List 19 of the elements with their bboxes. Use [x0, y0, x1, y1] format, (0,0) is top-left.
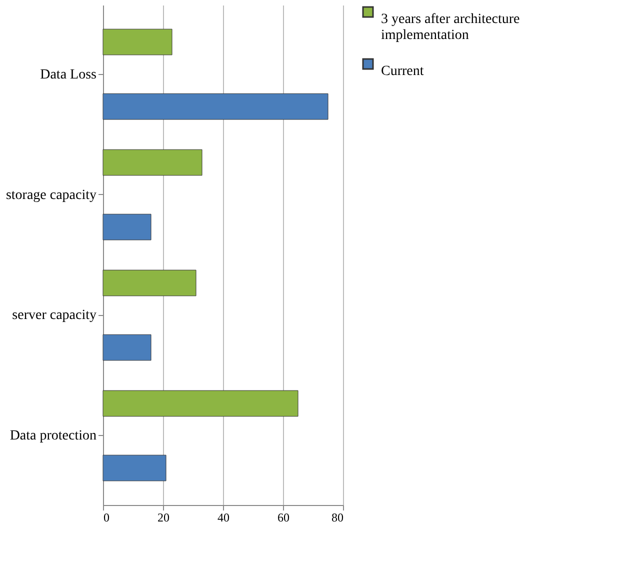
x-tick-label: 80 — [332, 510, 344, 524]
x-tick-label: 60 — [278, 510, 290, 524]
bar — [102, 334, 152, 361]
x-tick-label: 40 — [218, 510, 230, 524]
bar — [102, 454, 166, 482]
y-tick-label: Data protection — [10, 428, 96, 444]
y-tick-label: Data Loss — [40, 67, 96, 82]
y-tick-label: server capacity — [12, 308, 96, 324]
bar — [102, 214, 152, 240]
bar — [102, 93, 328, 120]
bar — [102, 270, 196, 296]
y-tick-label: storage capacity — [6, 188, 96, 203]
x-tick-label: 0 — [104, 510, 110, 524]
x-tick-label: 20 — [158, 510, 170, 524]
legend-label: 3 years after architecture implementation — [381, 12, 520, 43]
bar — [102, 28, 172, 56]
bar — [102, 390, 298, 417]
bar — [102, 149, 202, 176]
legend-label: Current — [381, 64, 424, 79]
